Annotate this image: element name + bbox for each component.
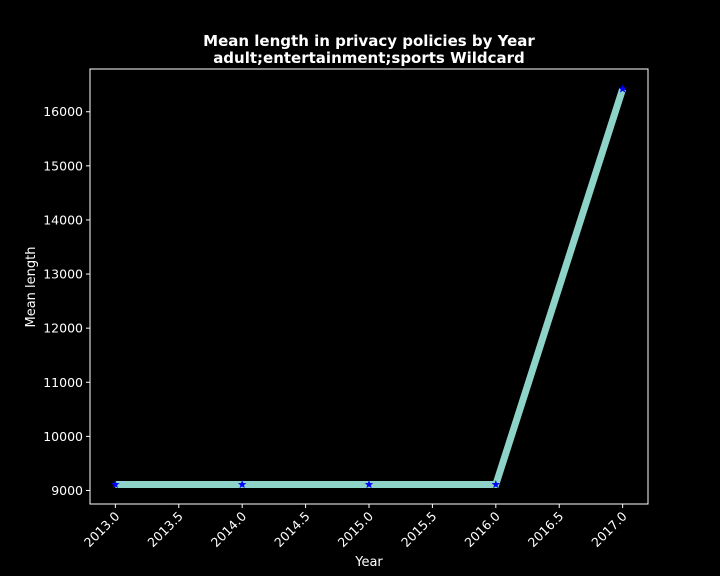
data-point-marker bbox=[364, 480, 374, 489]
data-point-marker bbox=[237, 480, 247, 489]
y-tick-label: 16000 bbox=[43, 104, 83, 119]
y-tick-label: 9000 bbox=[51, 483, 83, 498]
y-tick-label: 13000 bbox=[43, 267, 83, 282]
chart-title: Mean length in privacy policies by Year bbox=[203, 32, 535, 50]
y-tick-label: 14000 bbox=[43, 212, 83, 227]
x-axis-label: Year bbox=[354, 555, 383, 570]
y-tick-label: 10000 bbox=[43, 429, 83, 444]
y-axis-label: Mean length bbox=[24, 247, 39, 328]
y-tick-label: 11000 bbox=[43, 375, 83, 390]
chart-subtitle: adult;entertainment;sports Wildcard bbox=[213, 49, 525, 67]
data-point-marker bbox=[491, 480, 501, 489]
y-tick-label: 12000 bbox=[43, 321, 83, 336]
data-point-marker bbox=[111, 480, 120, 489]
y-tick-label: 15000 bbox=[43, 158, 83, 173]
data-point-marker bbox=[618, 84, 627, 93]
